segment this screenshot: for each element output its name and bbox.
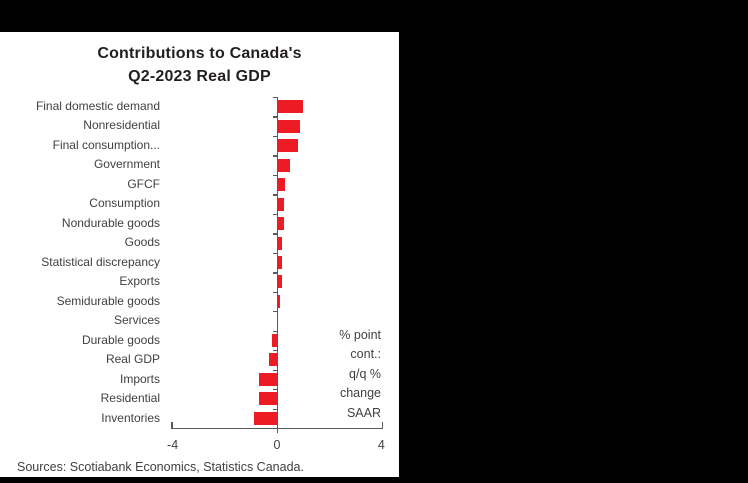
- category-label: Real GDP: [105, 352, 160, 367]
- x-axis-right-endcap: [381, 422, 383, 429]
- category-label: Goods: [124, 235, 160, 250]
- x-tick-label: 4: [377, 438, 385, 452]
- bar: [253, 411, 277, 425]
- category-axis-tick: [272, 155, 277, 157]
- bar: [277, 217, 284, 231]
- category-axis-tick: [272, 97, 277, 99]
- category-axis-tick: [272, 291, 277, 293]
- bar: [277, 139, 298, 153]
- bar: [277, 236, 283, 250]
- chart-title: Contributions to Canada's Q2-2023 Real G…: [0, 42, 399, 88]
- category-label: Consumption: [89, 196, 160, 211]
- annotation-line: cont.:: [350, 347, 381, 362]
- category-axis-tick: [272, 213, 277, 216]
- category-axis-tick: [272, 389, 277, 391]
- bar: [277, 275, 283, 289]
- category-label: Inventories: [101, 410, 160, 425]
- category-axis-tick: [272, 233, 277, 235]
- bar: [277, 255, 283, 269]
- bar: [269, 353, 277, 367]
- annotation-line: % point: [339, 328, 381, 342]
- category-label: Services: [113, 313, 160, 328]
- category-label: Nondurable goods: [61, 215, 160, 230]
- category-axis-tick: [272, 311, 277, 313]
- bar: [277, 197, 284, 211]
- category-label: Durable goods: [81, 332, 160, 347]
- bar: [258, 372, 277, 386]
- category-axis-tick: [272, 369, 277, 371]
- category-axis-tick: [272, 116, 277, 118]
- category-label: Exports: [119, 274, 160, 289]
- bar: [277, 119, 301, 133]
- category-label: Residential: [100, 391, 160, 406]
- annotation-line: change: [339, 386, 381, 401]
- chart-panel: Contributions to Canada's Q2-2023 Real G…: [0, 32, 399, 477]
- category-label: Statistical discrepancy: [41, 254, 160, 269]
- category-label: Imports: [119, 371, 160, 386]
- category-axis-tick: [272, 272, 277, 274]
- category-axis-tick: [272, 194, 277, 196]
- category-axis-tick: [272, 174, 277, 177]
- chart-title-line2: Q2-2023 Real GDP: [128, 68, 271, 85]
- bar: [258, 392, 277, 406]
- category-axis-tick: [272, 350, 277, 352]
- bar: [277, 158, 291, 172]
- axis-annotation: % point cont.: q/q % change SAAR: [339, 326, 381, 423]
- chart-title-line1: Contributions to Canada's: [97, 45, 302, 62]
- source-note: Sources: Scotiabank Economics, Statistic…: [17, 460, 304, 474]
- category-axis-tick: [272, 252, 277, 255]
- bar: [277, 178, 285, 192]
- x-axis-zero-tick: [276, 428, 278, 433]
- bar: [271, 333, 277, 347]
- category-axis-tick: [272, 330, 277, 332]
- x-axis-left-endcap: [171, 422, 173, 429]
- category-axis-tick: [272, 135, 277, 138]
- category-label: Semidurable goods: [56, 293, 160, 308]
- category-label: Final domestic demand: [35, 99, 160, 113]
- bar: [277, 294, 280, 308]
- bar: [277, 100, 304, 114]
- x-tick-label: 0: [273, 438, 281, 452]
- x-tick-label: -4: [167, 438, 179, 452]
- annotation-line: SAAR: [346, 405, 381, 420]
- category-axis-tick: [272, 408, 277, 410]
- category-label: GFCF: [127, 176, 160, 191]
- category-label: Government: [93, 157, 160, 172]
- annotation-line: q/q %: [349, 366, 381, 381]
- category-label: Nonresidential: [83, 118, 160, 133]
- category-label: Final consumption...: [52, 137, 160, 152]
